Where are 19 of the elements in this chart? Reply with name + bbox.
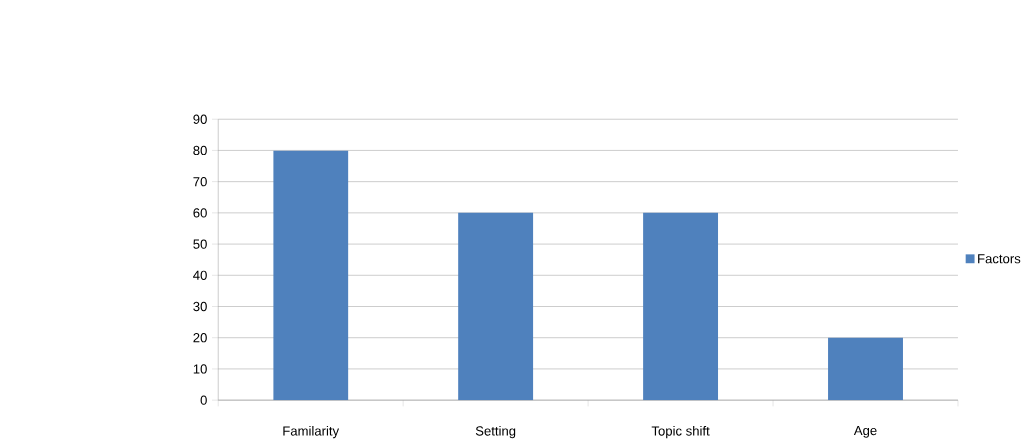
bar [273, 150, 349, 401]
bar [643, 213, 719, 401]
y-tick-label: 80 [193, 146, 207, 156]
y-tick-label: 60 [193, 208, 207, 218]
x-tick-label: Topic shift [651, 426, 710, 439]
y-tick-label: 50 [193, 239, 207, 249]
x-tick-label: Age [853, 426, 877, 438]
x-tick-label: Familarity [283, 426, 340, 439]
bar [828, 337, 903, 401]
x-tick-label: Setting [475, 426, 516, 439]
y-tick-label: 20 [193, 333, 207, 343]
y-tick-label: 0 [200, 395, 207, 405]
y-tick-label: 10 [193, 364, 207, 374]
y-tick-label: 40 [193, 270, 207, 281]
bar [458, 213, 534, 401]
y-tick-label: 70 [193, 177, 207, 187]
legend-label: Factors [978, 254, 1021, 264]
y-tick-label: 90 [193, 114, 207, 125]
y-tick-label: 30 [193, 302, 207, 312]
